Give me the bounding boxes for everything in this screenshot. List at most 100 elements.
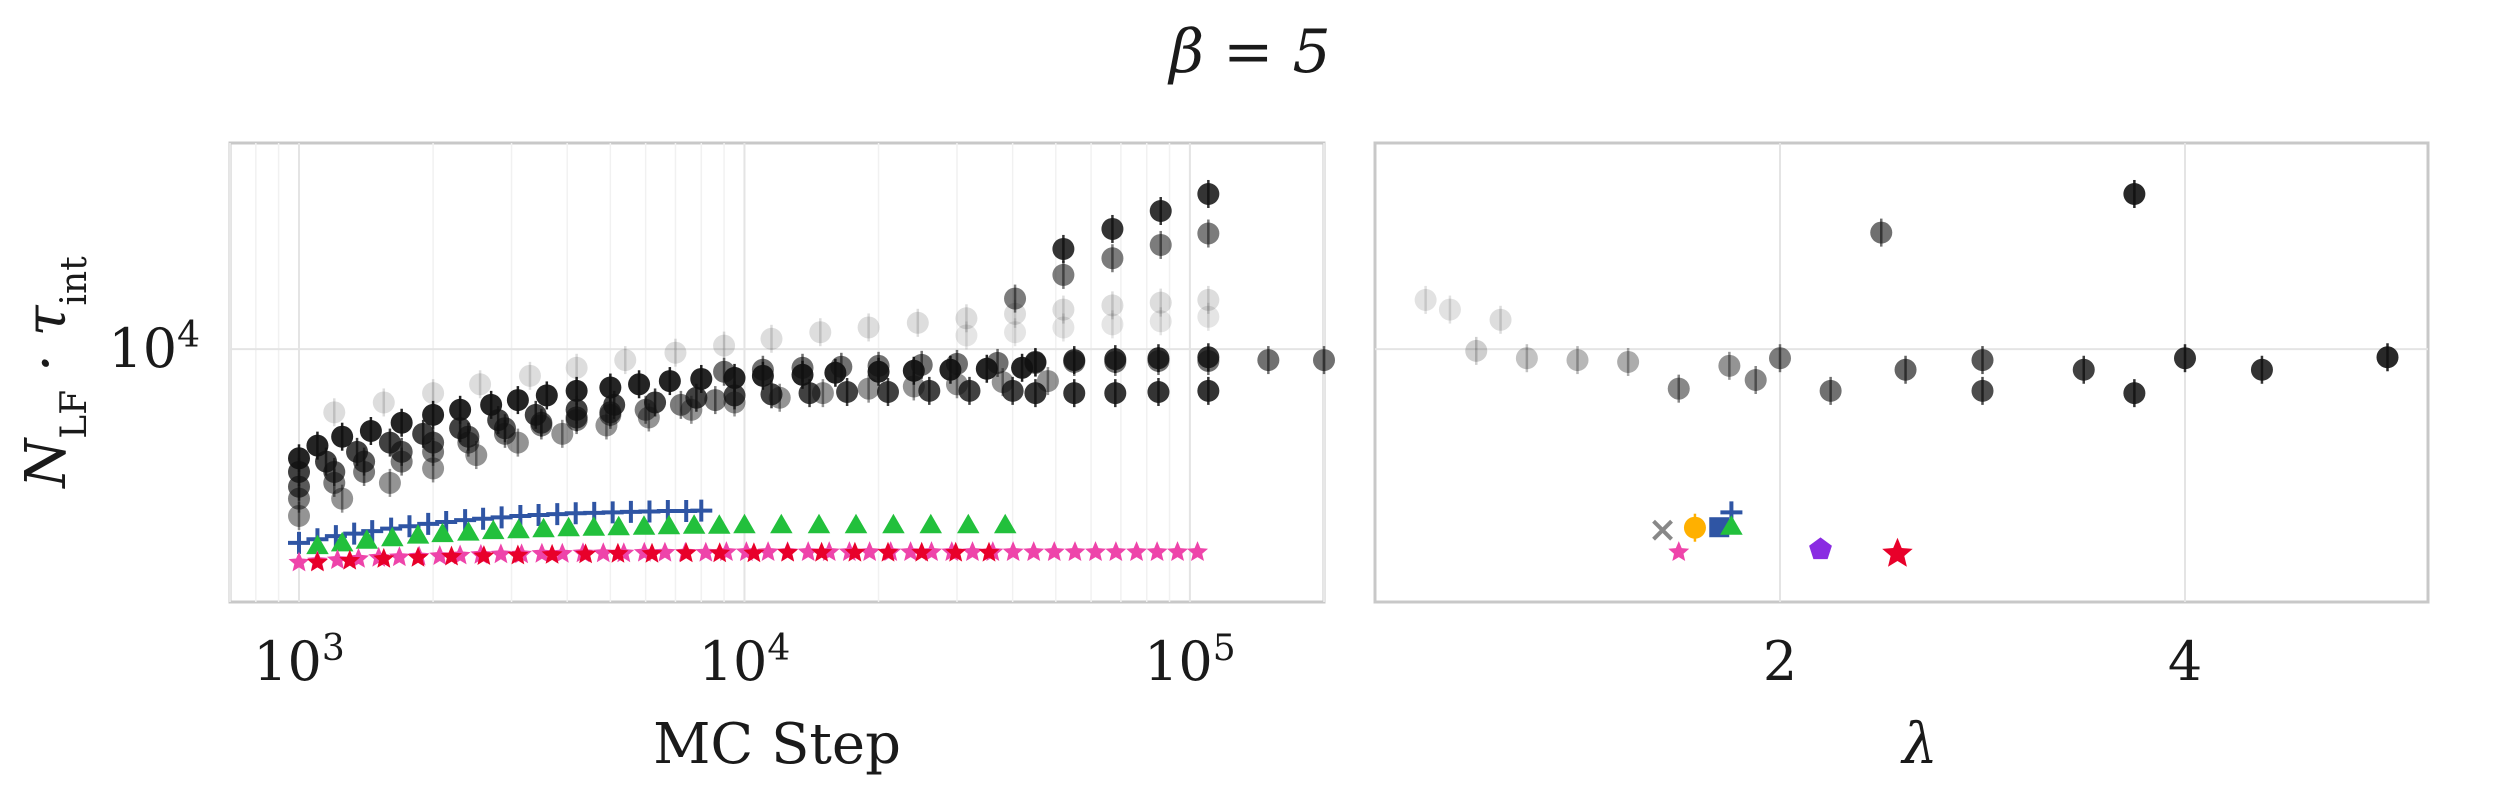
right-point-series-0: [1489, 308, 1512, 331]
left-x-tick-label: 103: [253, 628, 345, 694]
right-point-series-1: [1652, 519, 1673, 541]
left-point-series-15: [441, 545, 462, 566]
left-point-series-5: [288, 504, 311, 527]
left-point-series-15: [373, 547, 395, 568]
left-point-series-8: [955, 307, 978, 330]
left-point-series-13: [582, 516, 606, 536]
left-point-series-14: [1002, 541, 1024, 561]
left-point-series-8: [809, 321, 832, 344]
right-data-points: [1414, 179, 2399, 567]
left-point-series-14: [1146, 541, 1168, 561]
left-point-series-14: [797, 541, 819, 561]
left-point-series-5: [378, 471, 401, 494]
left-point-series-5: [945, 373, 968, 396]
left-point-series-15: [407, 546, 429, 567]
left-point-series-5: [723, 391, 746, 414]
left-point-series-8: [323, 401, 346, 424]
left-point-series-12: [546, 503, 569, 526]
right-point-series-0: [1465, 339, 1488, 362]
left-point-series-14: [695, 541, 717, 562]
left-point-series-12: [638, 500, 661, 523]
left-point-series-8: [1101, 294, 1124, 317]
left-point-series-15: [607, 542, 629, 563]
left-point-series-15: [307, 551, 328, 572]
left-point-series-15: [911, 541, 933, 562]
left-point-series-8: [760, 327, 783, 350]
left-point-series-15: [978, 541, 1000, 562]
left-point-series-13: [557, 516, 580, 537]
left-point-series-5: [637, 406, 660, 429]
figure-title: β = 5: [1167, 17, 1330, 87]
left-point-series-5: [768, 386, 791, 409]
left-point-series-15: [575, 543, 597, 564]
left-point-series-13: [807, 513, 831, 534]
left-point-series-5: [465, 444, 488, 467]
left-point-series-13: [431, 522, 454, 543]
left-point-series-5: [422, 457, 445, 480]
left-point-series-5: [680, 398, 703, 421]
left-point-series-9: [955, 324, 978, 347]
left-point-series-12: [490, 506, 513, 529]
right-point-series-0: [1515, 347, 1538, 370]
left-point-series-15: [743, 542, 765, 563]
left-point-series-13: [457, 521, 480, 541]
left-point-series-13: [994, 513, 1017, 534]
left-point-series-13: [355, 529, 379, 549]
left-x-axis-label: MC Step: [653, 712, 901, 777]
right-gridlines: [1375, 143, 2428, 602]
left-point-series-5: [811, 382, 834, 405]
left-point-series-5: [551, 422, 574, 445]
right-point-series-5: [1720, 515, 1743, 535]
left-point-series-14: [962, 541, 983, 561]
left-point-series-15: [945, 541, 967, 562]
left-point-series-13: [607, 515, 630, 536]
left-point-series-8: [906, 311, 929, 334]
left-point-series-8: [1004, 302, 1027, 325]
left-point-series-14: [1187, 541, 1208, 561]
left-point-series-8: [372, 391, 395, 414]
left-point-series-5: [902, 375, 925, 398]
left-point-series-9: [1101, 313, 1124, 336]
left-point-series-9: [1052, 316, 1075, 339]
left-point-series-14: [490, 543, 512, 564]
left-point-series-14: [1085, 541, 1106, 561]
left-point-series-13: [657, 514, 681, 535]
right-point-series-0: [1438, 298, 1461, 321]
left-point-series-13: [406, 524, 430, 544]
left-point-series-5: [1036, 370, 1059, 393]
left-point-series-9: [1197, 305, 1220, 328]
right-point-series-0: [1718, 354, 1741, 377]
left-point-series-5: [857, 377, 880, 400]
right-x-axis-label: λ: [1900, 712, 1938, 777]
left-point-series-12: [527, 504, 550, 527]
left-point-series-8: [614, 349, 637, 372]
left-panel: 103 104 105 104 MC Step NLF · τint: [14, 141, 1335, 777]
left-point-series-13: [381, 526, 404, 547]
left-point-series-14: [1167, 541, 1188, 561]
left-data-points: [288, 179, 1335, 572]
left-point-series-13: [330, 531, 354, 552]
left-point-series-14: [288, 551, 310, 572]
left-point-series-8: [664, 341, 687, 364]
left-point-series-14: [429, 545, 451, 565]
right-point-series-0: [1617, 350, 1640, 373]
left-point-series-13: [682, 514, 706, 534]
left-point-series-15: [339, 549, 361, 570]
right-point-series-0: [1566, 349, 1589, 372]
left-point-series-14: [900, 541, 921, 561]
left-point-series-13: [844, 513, 868, 534]
left-point-series-5: [595, 414, 618, 437]
left-point-series-8: [857, 316, 880, 339]
left-point-series-13: [306, 534, 329, 555]
left-point-series-13: [770, 513, 793, 534]
left-point-series-15: [811, 541, 833, 562]
left-y-tick-label: 104: [108, 315, 200, 381]
right-x-tick-label: 4: [2168, 630, 2202, 693]
left-point-series-8: [1052, 298, 1075, 321]
left-point-series-14: [654, 541, 676, 562]
left-point-series-15: [844, 541, 866, 562]
left-point-series-8: [469, 373, 492, 396]
